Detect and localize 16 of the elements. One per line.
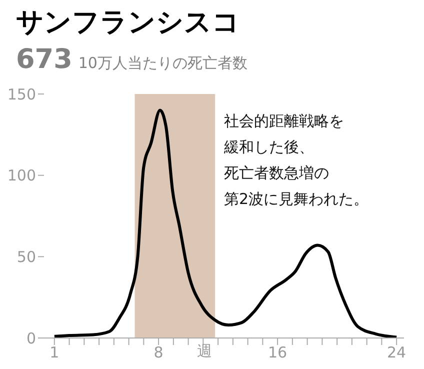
x-tick-label: 24	[387, 344, 406, 362]
line-series	[52, 108, 398, 338]
annotation: 緩和した後、	[224, 137, 314, 158]
y-tick-label: 50	[16, 248, 36, 266]
annotation: 社会的距離戦略を	[224, 111, 344, 132]
chart-title: サンフランシスコ	[16, 6, 240, 40]
y-tick-label: 0	[26, 329, 36, 348]
x-tick-label: 8	[154, 344, 164, 362]
annotation: 死亡者数急増の	[224, 163, 329, 184]
x-tick-label: 16	[268, 344, 288, 362]
x-axis-title: 週	[197, 342, 212, 361]
x-tick-label: 1	[50, 344, 60, 362]
annotation: 第2波に見舞われた。	[224, 189, 369, 210]
chart-subtitle: 673 10万人当たりの死亡者数	[16, 44, 248, 75]
y-tick-label: 150	[7, 85, 36, 104]
y-tick-label: 100	[7, 166, 36, 185]
